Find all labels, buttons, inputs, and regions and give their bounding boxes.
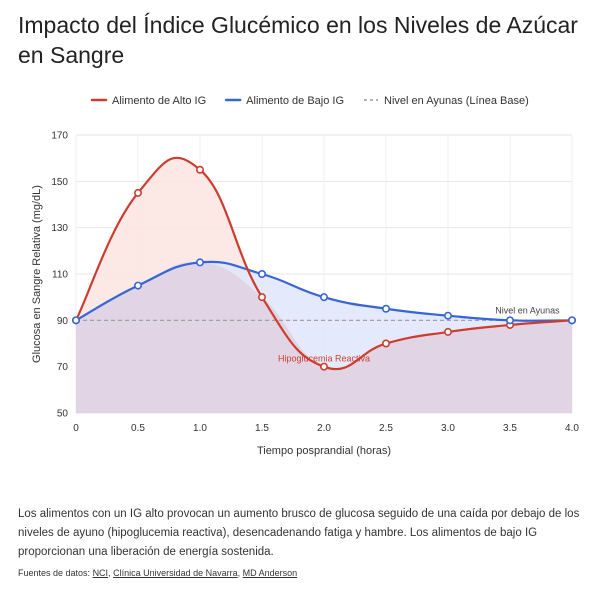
x-tick-label: 0	[73, 423, 79, 434]
y-tick-label: 70	[57, 362, 69, 373]
x-tick-label: 3.0	[441, 423, 455, 434]
x-axis-label: Tiempo posprandial (horas)	[257, 445, 391, 457]
series-1-point-7	[505, 316, 514, 325]
x-tick-label: 4.0	[565, 423, 579, 434]
chart-title: Impacto del Índice Glucémico en los Nive…	[18, 12, 578, 68]
source-link-cun[interactable]: Clínica Universidad de Navarra	[113, 568, 238, 578]
chart-description: Los alimentos con un IG alto provocan un…	[18, 508, 580, 558]
series-1-point-2	[196, 258, 205, 267]
y-tick-label: 50	[57, 409, 69, 420]
line-chart: Alimento de Alto IG Alimento de Bajo IG Ni…	[31, 95, 579, 457]
sources-prefix: Fuentes de datos:	[18, 568, 93, 578]
y-axis: 50 70 90 110 130 150 170	[51, 131, 68, 420]
source-link-nci[interactable]: NCI	[92, 568, 109, 578]
legend-item-0: Alimento de Alto IG	[90, 95, 206, 107]
x-tick-label: 2.0	[317, 423, 331, 434]
series-1-point-6	[443, 311, 452, 320]
y-tick-label: 90	[57, 316, 69, 327]
series-points	[72, 165, 576, 371]
series-lines	[75, 156, 573, 371]
series-1-point-3	[257, 269, 266, 278]
annotations: Nivel en Ayunas Hipoglucemia Reactiva	[278, 305, 560, 363]
legend-item-1: Alimento de Bajo IG	[224, 95, 344, 107]
x-tick-label: 0.5	[131, 423, 145, 434]
annotation-1: Hipoglucemia Reactiva	[278, 354, 370, 364]
series-0-point-6	[443, 327, 452, 336]
series-1-point-0	[72, 316, 81, 325]
x-tick-label: 3.5	[503, 423, 517, 434]
annotation-0: Nivel en Ayunas	[495, 305, 560, 315]
x-axis: 0 0.5 1.0 1.5 2.0 2.5 3.0 3.5 4.0	[73, 423, 579, 434]
legend-label-1: Alimento de Bajo IG	[246, 95, 344, 107]
y-tick-label: 170	[51, 131, 68, 142]
x-tick-label: 1.0	[193, 423, 207, 434]
series-1-point-8	[567, 316, 576, 325]
series-line-0	[75, 156, 573, 371]
legend-label-0: Alimento de Alto IG	[112, 95, 206, 107]
series-0-point-4	[319, 362, 328, 371]
legend-label-2: Nivel en Ayunas (Línea Base)	[384, 95, 529, 107]
source-link-mdanderson[interactable]: MD Anderson	[242, 568, 298, 578]
y-tick-label: 130	[51, 223, 68, 234]
y-tick-label: 110	[52, 270, 68, 281]
area-fill-overlap	[76, 262, 572, 413]
legend: Alimento de Alto IG Alimento de Bajo IG Ni…	[90, 95, 529, 107]
y-axis-label: Glucosa en Sangre Relativa (mg/dL)	[31, 185, 43, 363]
series-0-point-1	[134, 188, 143, 197]
x-tick-label: 1.5	[255, 423, 269, 434]
series-0-point-5	[381, 339, 390, 348]
area-fills	[76, 157, 572, 413]
series-line-1	[75, 260, 573, 322]
series-1-point-1	[134, 281, 143, 290]
legend-item-2: Nivel en Ayunas (Línea Base)	[364, 95, 529, 107]
sources: Fuentes de datos: NCI, Clínica Universid…	[18, 568, 298, 578]
series-1-point-4	[319, 293, 328, 302]
y-tick-label: 150	[51, 177, 68, 188]
series-0-point-2	[196, 165, 205, 174]
series-1-point-5	[381, 304, 390, 313]
x-tick-label: 2.5	[379, 423, 393, 434]
series-0-point-3	[257, 293, 266, 302]
